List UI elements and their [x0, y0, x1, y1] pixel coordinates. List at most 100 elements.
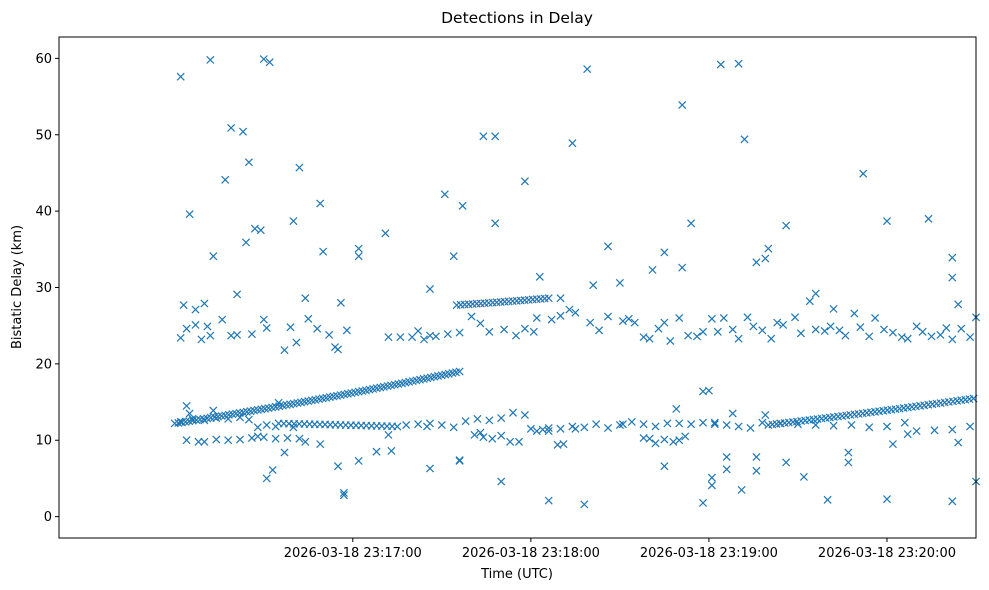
y-axis: 0 10 20 30 40 50 60 [35, 52, 59, 525]
detection-point [592, 420, 601, 429]
y-tick-label: 60 [35, 52, 52, 67]
detection-point [218, 315, 227, 324]
chart-title: Detections in Delay [441, 9, 593, 27]
detection-point [826, 322, 835, 331]
detection-point [304, 314, 313, 323]
detection-point [473, 414, 482, 423]
detection-point [529, 327, 538, 336]
detection-point [684, 331, 693, 340]
detection-point [271, 434, 280, 443]
detection-point [556, 294, 565, 303]
detection-point [675, 436, 684, 445]
detection-point [354, 456, 363, 465]
detection-point [203, 322, 212, 331]
detection-point [209, 252, 218, 261]
detection-point [301, 294, 310, 303]
detection-point [888, 328, 897, 337]
detection-point [467, 312, 476, 321]
detection-point [615, 278, 624, 287]
detection-point [767, 334, 776, 343]
detection-point [544, 423, 553, 433]
detection-point [565, 305, 574, 314]
detection-point [212, 435, 221, 444]
detection-point [966, 333, 975, 342]
detection-point [645, 334, 654, 343]
detection-point [603, 423, 613, 433]
detection-point [734, 422, 743, 431]
detection-point [639, 333, 648, 342]
detection-point [185, 210, 194, 219]
detection-point [419, 335, 429, 344]
detection-point [259, 433, 268, 442]
detection-point [384, 430, 393, 439]
detection-point [559, 440, 568, 449]
detection-point [289, 217, 298, 226]
detection-point [669, 437, 678, 446]
detection-point [556, 424, 565, 433]
detection-point [900, 418, 909, 427]
detection-point [354, 244, 363, 253]
detection-point [437, 420, 446, 430]
detection-point [497, 431, 506, 440]
detection-point [354, 252, 363, 261]
detection-point [532, 313, 541, 323]
detection-point [645, 434, 654, 443]
detection-point [829, 421, 838, 430]
detection-point [431, 332, 440, 341]
detection-point [912, 427, 921, 436]
detection-point [829, 304, 838, 313]
detection-point [238, 127, 248, 136]
detection-point [752, 466, 761, 475]
detection-point [233, 330, 242, 339]
detection-point [672, 404, 681, 413]
detection-point [897, 333, 906, 342]
detection-point [930, 426, 939, 435]
detection-point [882, 217, 892, 226]
detection-point [687, 420, 696, 429]
detection-point [630, 318, 639, 327]
detection-point [235, 435, 245, 444]
detection-point [244, 158, 253, 167]
detection-point [850, 309, 859, 318]
detection-point [722, 420, 731, 430]
detection-point [820, 326, 829, 336]
detection-point [698, 418, 708, 427]
detection-point [511, 331, 521, 340]
detection-point [660, 318, 669, 327]
detection-point [241, 238, 251, 247]
detection-point [458, 201, 467, 210]
detection-point [301, 437, 310, 446]
detection-point [796, 329, 805, 338]
detection-point [182, 436, 191, 445]
detection-point [470, 430, 479, 439]
detection-point [191, 305, 200, 314]
detection-point [903, 430, 912, 439]
detection-point [707, 481, 716, 490]
detection-point [333, 462, 343, 471]
detection-point [449, 423, 458, 432]
detection-point [425, 464, 435, 473]
detection-point [206, 55, 215, 64]
detection-point [918, 327, 927, 336]
detection-point [532, 427, 541, 436]
detection-point [580, 500, 589, 509]
detection-point [639, 420, 648, 429]
detection-point [209, 406, 218, 415]
detection-point [779, 320, 788, 329]
detection-point [722, 465, 731, 474]
detection-point [782, 221, 791, 230]
detection-point [615, 420, 624, 430]
detection-point [927, 332, 936, 341]
detection-point [414, 420, 423, 429]
detection-point [443, 330, 452, 339]
detection-point [461, 417, 470, 426]
detection-point [535, 272, 544, 281]
detection-point [191, 320, 200, 329]
detection-point [425, 284, 435, 294]
detection-point [316, 199, 325, 208]
detection-point [194, 437, 203, 446]
detection-point [265, 58, 274, 67]
detection-point [440, 190, 449, 199]
detection-point [954, 438, 963, 447]
